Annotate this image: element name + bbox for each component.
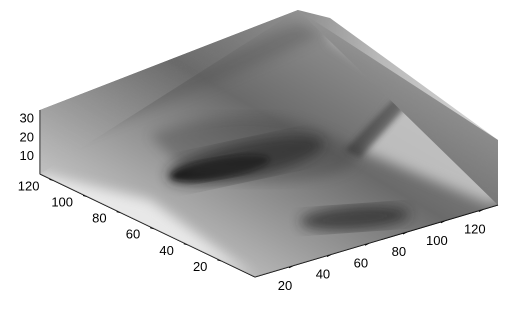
y-axis-tick-labels: 20 40 60 80 100 120 bbox=[18, 178, 208, 273]
y-tick-label: 60 bbox=[126, 227, 140, 242]
surface-volume bbox=[39, 10, 499, 278]
y-tick-label: 80 bbox=[92, 211, 106, 226]
x-tick-label: 100 bbox=[426, 233, 448, 248]
z-axis-tick-labels: 10 20 30 bbox=[20, 111, 34, 164]
y-tick-label: 120 bbox=[18, 178, 40, 193]
x-tick-label: 60 bbox=[354, 255, 368, 270]
z-tick-label: 10 bbox=[20, 148, 34, 163]
x-axis-tick-labels: 20 40 60 80 100 120 bbox=[278, 222, 486, 293]
x-tick-label: 120 bbox=[464, 222, 486, 237]
x-tick-label: 20 bbox=[278, 278, 292, 293]
z-tick-label: 20 bbox=[20, 129, 34, 144]
y-tick-label: 40 bbox=[159, 243, 173, 258]
x-tick-label: 40 bbox=[316, 267, 330, 282]
y-tick-label: 20 bbox=[193, 259, 207, 274]
x-tick-label: 80 bbox=[392, 244, 406, 259]
z-tick-label: 30 bbox=[20, 111, 34, 126]
y-tick-label: 100 bbox=[51, 195, 73, 210]
